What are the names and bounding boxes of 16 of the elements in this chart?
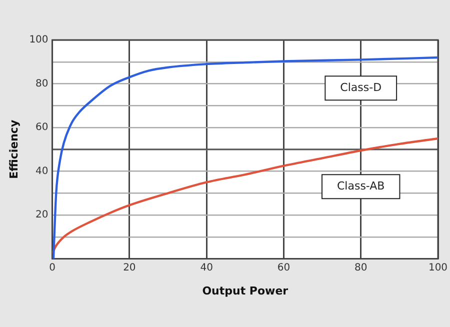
y-tick-label: 100 — [29, 34, 48, 46]
x-tick-label: 20 — [123, 262, 136, 274]
y-tick-label: 40 — [36, 166, 48, 177]
text: Class-AB — [336, 179, 385, 192]
x-tick-label: 80 — [354, 262, 368, 274]
y-tick-label: 80 — [36, 78, 48, 90]
x-tick-label: 60 — [277, 262, 290, 274]
y-axis-title: Efficiency — [7, 120, 20, 179]
y-tick-label: 20 — [36, 210, 48, 221]
x-tick-label: 40 — [200, 262, 213, 274]
line-series — [52, 56, 438, 259]
y-tick-label: 60 — [36, 122, 48, 134]
x-axis-title: Output Power — [202, 284, 289, 298]
x-tick-label: 100 — [428, 262, 448, 274]
series-label: Class-D — [340, 80, 382, 94]
x-tick-label: 0 — [49, 262, 56, 274]
